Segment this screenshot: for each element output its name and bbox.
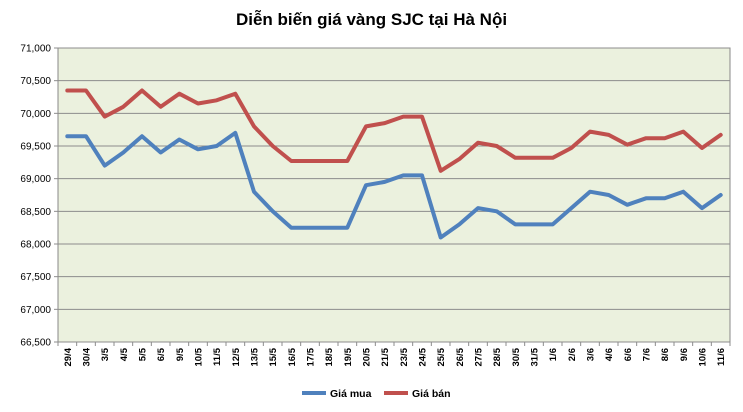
legend-label: Giá mua <box>330 388 372 400</box>
x-tick-label: 9/5 <box>175 347 186 361</box>
chart-title: Diễn biến giá vàng SJC tại Hà Nội <box>235 10 508 29</box>
series-lines <box>65 88 723 240</box>
legend-label: Giá bán <box>412 388 451 400</box>
x-tick-label: 30/4 <box>82 347 93 366</box>
x-tick-label: 19/5 <box>343 347 354 366</box>
x-axis: 29/4 30/4 3/5 4/5 5/5 6/5 9/5 10/5 11/5 12/5 13/5 1… <box>57 342 731 367</box>
x-tick-label: 7/6 <box>642 348 653 361</box>
x-tick-label: 28/5 <box>492 347 503 366</box>
x-tick-label: 24/5 <box>418 347 429 366</box>
y-tick-label: 70,000 <box>20 109 51 120</box>
x-tick-label: 12/5 <box>231 347 242 366</box>
x-tick-label: 6/6 <box>623 348 634 361</box>
x-tick-label: 17/5 <box>306 347 317 366</box>
x-tick-label: 1/6 <box>548 348 559 361</box>
x-tick-label: 11/6 <box>716 348 727 366</box>
y-tick-label: 69,500 <box>20 142 51 153</box>
x-tick-label: 20/5 <box>362 347 373 366</box>
x-tick-label: 3/6 <box>586 348 597 361</box>
x-tick-label: 25/5 <box>436 347 447 366</box>
series-line <box>65 130 723 240</box>
x-tick-label: 6/5 <box>156 347 167 361</box>
y-tick-label: 69,000 <box>20 174 51 185</box>
x-tick-label: 4/6 <box>604 348 615 361</box>
y-tick-label: 67,500 <box>20 272 51 283</box>
y-axis: 66,500 67,000 67,500 68,000 68,500 69,000 69,5… <box>20 44 58 349</box>
legend: Giá mua Giá bán <box>302 388 451 400</box>
y-tick-label: 68,000 <box>20 240 51 251</box>
y-tick-label: 67,000 <box>20 305 51 316</box>
x-tick-label: 29/4 <box>63 347 74 366</box>
x-tick-label: 5/5 <box>138 347 149 361</box>
x-tick-label: 21/5 <box>380 347 391 366</box>
x-tick-label: 2/6 <box>567 348 578 361</box>
plot-area <box>57 47 731 343</box>
x-tick-label: 15/5 <box>268 347 279 366</box>
x-tick-label: 3/5 <box>100 347 111 361</box>
x-tick-label: 16/5 <box>287 347 298 366</box>
x-tick-label: 23/5 <box>399 347 410 366</box>
x-tick-label: 18/5 <box>324 347 335 366</box>
x-tick-label: 31/5 <box>530 347 541 366</box>
y-tick-label: 71,000 <box>20 44 51 55</box>
x-tick-label: 26/5 <box>455 347 466 366</box>
y-tick-label: 70,500 <box>20 76 51 87</box>
y-tick-label: 66,500 <box>20 338 51 349</box>
x-tick-label: 30/5 <box>511 347 522 366</box>
series-line <box>65 88 723 173</box>
x-tick-label: 11/5 <box>212 347 223 366</box>
x-tick-label: 10/5 <box>194 347 205 366</box>
x-tick-label: 9/6 <box>679 348 690 361</box>
x-tick-label: 10/6 <box>698 348 709 367</box>
x-tick-label: 4/5 <box>119 347 130 361</box>
y-tick-label: 68,500 <box>20 207 51 218</box>
x-tick-label: 27/5 <box>474 347 485 366</box>
x-tick-label: 13/5 <box>250 347 261 366</box>
x-tick-label: 8/6 <box>660 348 671 361</box>
